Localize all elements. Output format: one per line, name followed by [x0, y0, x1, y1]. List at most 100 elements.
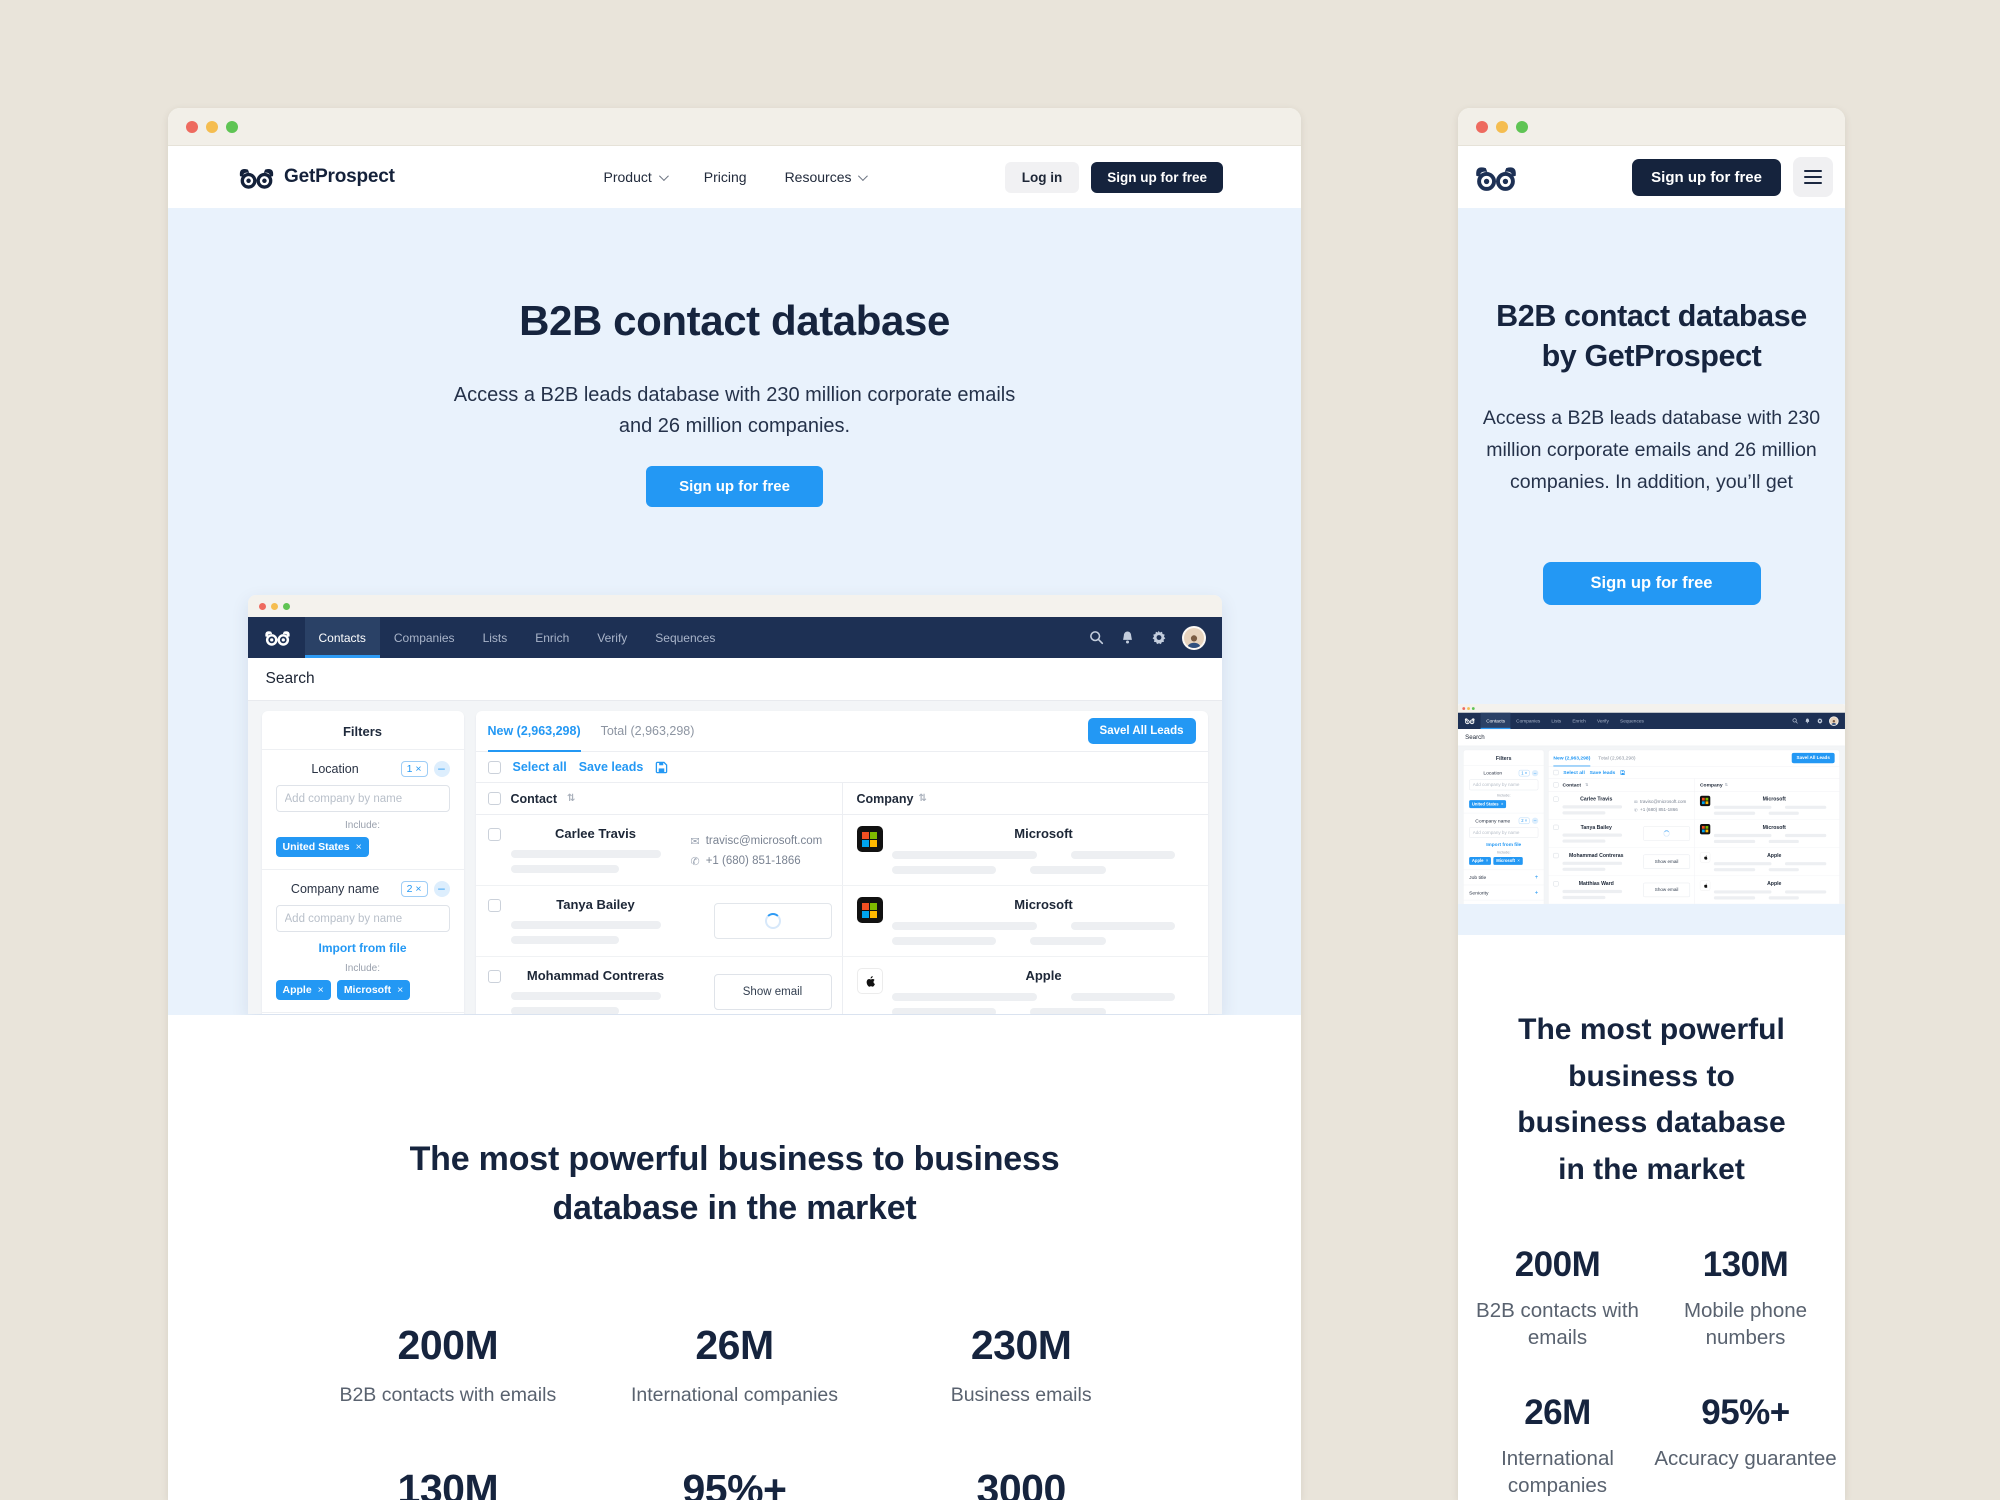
stat-value: 95%+	[1701, 1393, 1790, 1433]
placeholder-bar	[1070, 993, 1175, 1002]
minus-circle-icon: –	[1531, 817, 1539, 824]
placeholder-bar	[1029, 866, 1106, 875]
placeholder-bar	[891, 1008, 996, 1015]
gear-icon	[1152, 631, 1165, 645]
minus-circle-icon: –	[1531, 769, 1539, 777]
signup-button[interactable]: Sign up for free	[1632, 158, 1781, 196]
bell-icon	[1805, 718, 1810, 724]
leads-tab-total: Total (2,963,298)	[1598, 755, 1636, 761]
chevron-down-icon	[658, 170, 669, 181]
chevron-down-icon	[858, 170, 869, 181]
row-checkbox	[487, 828, 501, 842]
row-checkbox	[1553, 824, 1559, 830]
hero-cta-button[interactable]: Sign up for free	[1542, 562, 1761, 605]
search-icon	[1792, 718, 1798, 724]
getprospect-logo[interactable]	[1474, 163, 1518, 192]
microsoft-logo	[856, 897, 883, 924]
app-page-title: Search	[247, 658, 1222, 702]
hamburger-menu-button[interactable]	[1793, 157, 1833, 197]
app-nav-tab: Lists	[482, 630, 508, 645]
placeholder-bar	[1713, 805, 1772, 809]
filter-count-badge: 1 ×	[1518, 769, 1530, 777]
traffic-light-zoom-icon[interactable]	[1516, 120, 1528, 133]
row-checkbox	[487, 970, 501, 984]
placeholder-bar	[1713, 839, 1756, 844]
row-checkbox	[1553, 796, 1559, 802]
window-titlebar	[1458, 108, 1845, 146]
include-label: Include:	[344, 963, 381, 975]
mobile-browser-window: Sign up for free B2B contact database by…	[1458, 108, 1845, 1500]
select-all-checkbox	[487, 760, 501, 774]
traffic-light-close-icon	[258, 602, 266, 610]
getprospect-logo[interactable]: GetProspect	[238, 165, 395, 190]
column-header-company: Company	[856, 791, 914, 806]
hero-section: B2B contact database Access a B2B leads …	[168, 208, 1301, 1015]
traffic-light-close-icon[interactable]	[186, 120, 198, 133]
table-row: Mohammad Contreras Show email	[1548, 847, 1840, 877]
placeholder-bar	[1713, 868, 1756, 872]
placeholder-bar	[891, 922, 1037, 931]
hero-title: B2B contact database	[519, 297, 950, 344]
table-row: Tanya Bailey	[475, 886, 1208, 958]
login-button[interactable]: Log in	[1004, 161, 1080, 193]
stat-label: Accuracy guarantee	[1654, 1447, 1837, 1471]
email-icon: ✉	[690, 835, 700, 848]
stat-label: B2B contacts with emails	[1476, 1299, 1639, 1350]
nav-link[interactable]: Resources	[785, 169, 869, 185]
show-email-button: Show email	[1643, 882, 1691, 898]
table-row: Mohammad Contreras Show email	[476, 957, 1208, 1015]
stat-label: International companies	[1501, 1447, 1614, 1498]
placeholder-bar	[1784, 805, 1827, 809]
stat-value: 130M	[397, 1466, 499, 1500]
owl-icon	[1464, 718, 1475, 725]
nav-link[interactable]: Product	[604, 169, 669, 185]
table-row: Matthias Ward Show email	[1548, 876, 1840, 904]
chip-remove-icon: ×	[355, 841, 362, 854]
app-nav-tab: Enrich	[535, 630, 570, 645]
traffic-light-minimize-icon[interactable]	[206, 120, 218, 133]
stat-value: 95%+	[682, 1466, 787, 1500]
company-name: Apple	[1767, 880, 1782, 887]
hero-cta-button[interactable]: Sign up for free	[646, 466, 823, 508]
placeholder-bar	[891, 851, 1037, 860]
stat-value: 130M	[1702, 1245, 1789, 1284]
phone-icon: ✆	[1634, 807, 1638, 813]
microsoft-logo	[1699, 823, 1711, 835]
company-name: Microsoft	[1762, 823, 1786, 830]
placeholder-bar	[1768, 839, 1799, 844]
sort-icon: ⇅	[1724, 782, 1728, 788]
signup-button[interactable]: Sign up for free	[1091, 161, 1223, 193]
placeholder-bar	[1070, 922, 1175, 931]
placeholder-bar	[1029, 1008, 1106, 1015]
sort-icon: ⇅	[1584, 782, 1589, 788]
filter-count-badge: 2 ×	[1518, 817, 1530, 824]
contact-phone: +1 (680) 851-1866	[1640, 807, 1678, 813]
hero-subtitle: Access a B2B leads database with 230 mil…	[453, 384, 1016, 438]
filter-chip: Microsoft ×	[1493, 856, 1523, 865]
stat-item: 200M B2B contacts with emails	[1464, 1245, 1652, 1351]
placeholder-bar	[1784, 862, 1827, 866]
hero-subtitle: Access a B2B leads database with 230 mil…	[1482, 407, 1821, 493]
traffic-light-minimize-icon[interactable]	[1496, 120, 1508, 133]
filter-location-input	[275, 785, 450, 813]
contact-phone: +1 (680) 851-1866	[705, 855, 801, 868]
placeholder-bar	[510, 865, 619, 874]
placeholder-bar	[891, 866, 996, 875]
placeholder-bar	[510, 992, 661, 1001]
traffic-light-zoom-icon[interactable]	[226, 120, 238, 133]
app-titlebar	[1458, 704, 1845, 713]
traffic-light-close-icon[interactable]	[1476, 120, 1488, 133]
placeholder-bar	[1768, 868, 1799, 872]
placeholder-bar	[510, 850, 661, 859]
placeholder-bar	[1029, 937, 1106, 946]
company-name: Apple	[1025, 968, 1062, 984]
save-leads-link: Save leads	[1589, 769, 1616, 776]
nav-link[interactable]: Pricing	[703, 169, 747, 185]
filters-panel: Filters Location 1 × – Include:	[261, 711, 464, 1015]
owl-icon	[264, 631, 290, 647]
stat-value: 230M	[970, 1321, 1072, 1368]
owl-icon	[239, 168, 274, 189]
plus-icon: +	[1534, 874, 1539, 881]
loading-spinner	[764, 913, 781, 930]
